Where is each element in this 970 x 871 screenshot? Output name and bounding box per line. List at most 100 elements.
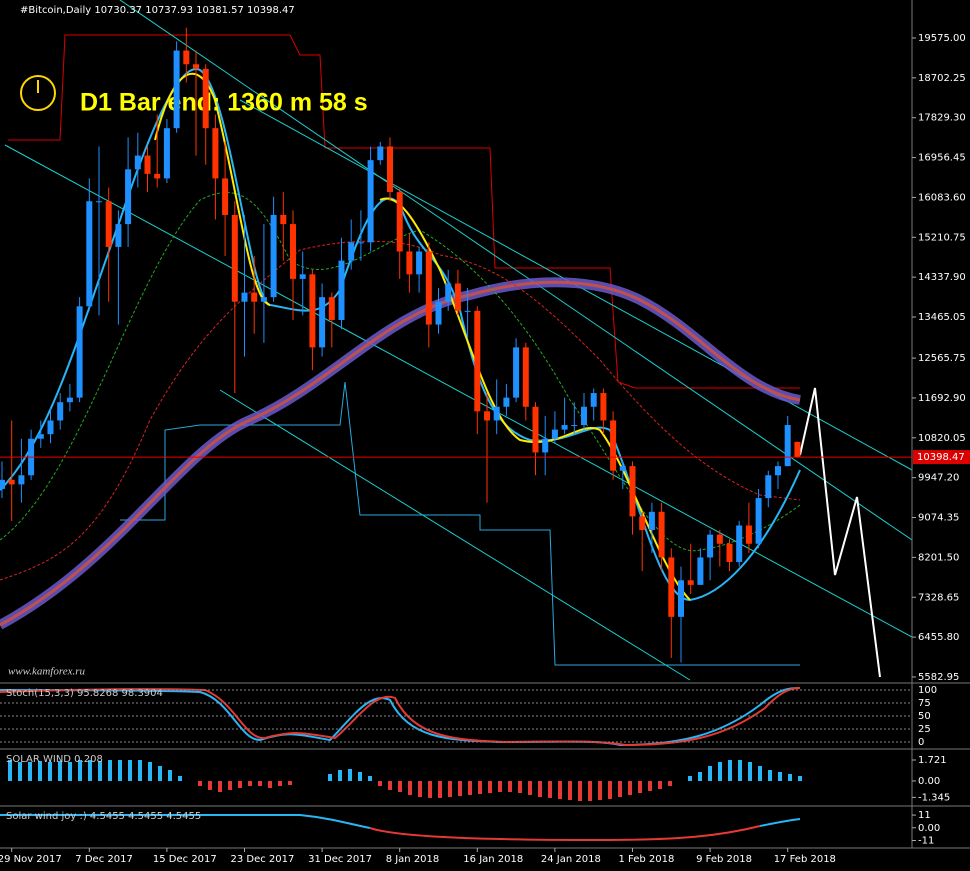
candle-body — [338, 260, 345, 320]
candle-body — [183, 50, 190, 65]
channel-line — [119, 0, 912, 541]
candle-body — [542, 438, 549, 453]
y-tick-label: 75 — [918, 698, 931, 709]
watermark: www.kamforex.ru — [8, 666, 85, 678]
candle-body — [784, 425, 791, 467]
candle-body — [299, 274, 306, 279]
candle-body — [522, 347, 529, 407]
candle-body — [581, 406, 587, 426]
candle-body — [57, 402, 64, 421]
y-tick-label: 50 — [918, 711, 931, 722]
candle-body — [37, 434, 44, 439]
candle-body — [765, 475, 772, 499]
current-price-box — [913, 450, 970, 465]
x-tick-label: 15 Dec 2017 — [153, 854, 217, 865]
y-tick-label: 15210.75 — [918, 232, 966, 243]
candle-body — [251, 292, 258, 302]
candle-body — [416, 251, 423, 275]
y-tick-label: 18702.25 — [918, 73, 966, 84]
candle-body — [154, 173, 161, 179]
x-tick-label: 8 Jan 2018 — [386, 854, 440, 865]
pane-label: Solar wind joy :) 4.5455 4.5455 4.5455 — [6, 811, 201, 822]
candle-body — [736, 525, 743, 563]
candle-body — [513, 347, 520, 398]
candle-body — [775, 466, 781, 476]
candle-body — [464, 310, 471, 312]
candle-body — [648, 511, 655, 531]
y-tick-label: 11 — [918, 810, 931, 821]
candle-body — [309, 274, 316, 348]
candle-body — [348, 242, 355, 261]
candle-body — [551, 429, 558, 439]
candle-body — [697, 557, 704, 585]
candle-body — [687, 580, 694, 585]
solar-wind-negative — [198, 781, 672, 801]
y-tick-label: 9947.20 — [918, 473, 959, 484]
y-tick-label: 13465.05 — [918, 312, 966, 323]
y-tick-label: 5582.95 — [918, 672, 959, 683]
bar-timer: D1 Bar end: 1360 m 58 s — [80, 89, 368, 117]
candle-body — [319, 297, 326, 348]
x-tick-label: 9 Feb 2018 — [696, 854, 752, 865]
candle-body — [571, 425, 578, 427]
chart-title: #Bitcoin,Daily 10730.37 10737.93 10381.5… — [20, 5, 295, 16]
donchian-high — [8, 34, 800, 389]
solar-joy-line — [0, 814, 371, 829]
candle-body — [503, 397, 510, 407]
y-tick-label: 0 — [918, 737, 924, 748]
candle-body — [222, 178, 229, 215]
candle-body — [86, 201, 93, 307]
candle-body — [231, 214, 238, 302]
candle-body — [600, 393, 607, 421]
y-tick-label: 12565.75 — [918, 353, 966, 364]
candle-body — [202, 68, 209, 129]
candle-body — [47, 420, 54, 435]
candle-body — [387, 146, 393, 193]
candle-body — [755, 498, 762, 544]
candle-body — [745, 525, 752, 544]
candle-body — [678, 580, 684, 617]
candle-body — [668, 557, 675, 617]
candle-body — [105, 201, 112, 247]
solar-joy-line — [369, 825, 761, 842]
x-tick-label: 1 Feb 2018 — [619, 854, 675, 865]
y-tick-label: 6455.80 — [918, 632, 959, 643]
candles — [0, 27, 801, 663]
candle-body — [134, 155, 141, 170]
candle-body — [367, 160, 374, 243]
candle-body — [163, 128, 170, 179]
donchian-low — [120, 381, 800, 666]
candle-body — [619, 466, 626, 471]
y-tick-label: 0.00 — [918, 776, 940, 787]
solar-wind-positive — [8, 760, 802, 781]
solar-joy-line — [759, 818, 801, 827]
forecast-zigzag — [799, 387, 881, 678]
x-tick-label: 17 Feb 2018 — [774, 854, 836, 865]
x-tick-label: 23 Dec 2017 — [231, 854, 295, 865]
candle-body — [406, 251, 413, 275]
candle-body — [357, 242, 364, 244]
candle-body — [377, 146, 384, 161]
candle-body — [794, 441, 801, 458]
candle-body — [270, 214, 277, 298]
candle-body — [115, 224, 122, 247]
candle-body — [193, 64, 199, 69]
candle-body — [629, 466, 636, 517]
candle-body — [144, 155, 151, 174]
candle-body — [18, 475, 25, 485]
y-tick-label: 0.00 — [918, 823, 940, 834]
clock-face — [20, 75, 56, 111]
y-tick-label: 14337.90 — [918, 272, 966, 283]
candle-body — [173, 50, 180, 129]
y-tick-label: 16956.45 — [918, 153, 966, 164]
candle-body — [474, 310, 481, 412]
candle-body — [726, 543, 733, 563]
y-tick-label: 19575.00 — [918, 33, 966, 44]
candle-body — [454, 283, 461, 311]
candle-body — [76, 306, 83, 398]
ma-dashed — [0, 192, 801, 552]
y-tick-label: 1.721 — [918, 755, 947, 766]
y-tick-label: 8201.50 — [918, 552, 959, 563]
